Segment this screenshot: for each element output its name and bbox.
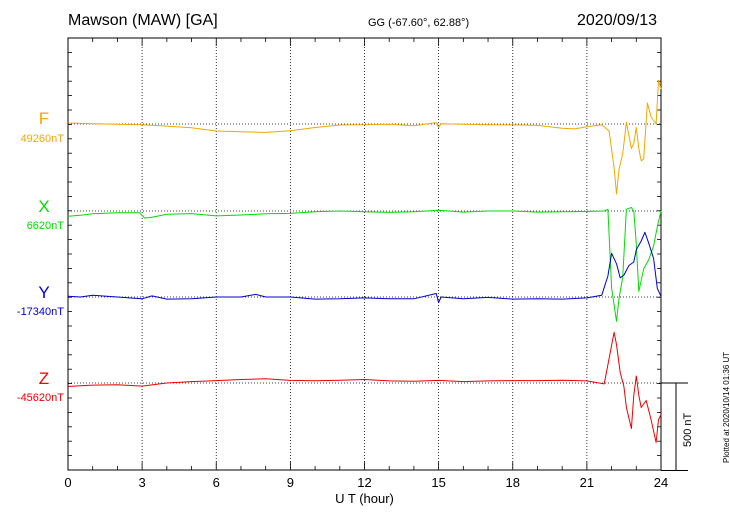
- baseline-label-z: -45620nT: [17, 392, 64, 404]
- series-labels: F 49260nT X 6620nT Y -17340nT Z -45620nT: [17, 109, 64, 404]
- series-name-y: Y: [38, 283, 49, 302]
- station-coordinates: GG (-67.60°, 62.88°): [368, 17, 470, 29]
- x-axis-label: U T (hour): [335, 491, 394, 506]
- series-name-x: X: [38, 197, 49, 216]
- x-tick-label: 0: [64, 475, 71, 490]
- x-tick-label: 18: [506, 475, 520, 490]
- x-tick-label: 21: [580, 475, 594, 490]
- chart-grid: [68, 38, 661, 470]
- x-tick-label: 6: [213, 475, 220, 490]
- x-tick-label: 3: [139, 475, 146, 490]
- x-tick-label: 12: [357, 475, 371, 490]
- series-line-f: [67, 79, 662, 195]
- series-group: [67, 79, 662, 443]
- series-line-x: [67, 207, 662, 322]
- baseline-label-y: -17340nT: [17, 306, 64, 318]
- x-axis: 0 3 6 9 12 15 18 21 24 U T (hour): [64, 38, 668, 506]
- baseline-label-f: 49260nT: [21, 133, 65, 145]
- series-name-f: F: [39, 109, 49, 128]
- x-tick-label: 15: [431, 475, 445, 490]
- series-line-z: [67, 331, 662, 443]
- x-tick-label: 9: [287, 475, 294, 490]
- baseline-label-x: 6620nT: [27, 220, 65, 232]
- scale-bar: [661, 382, 688, 471]
- chart-date: 2020/09/13: [577, 12, 658, 29]
- series-name-z: Z: [39, 369, 49, 388]
- series-line-y: [67, 231, 662, 304]
- station-title: Mawson (MAW) [GA]: [68, 12, 218, 29]
- x-tick-label: 24: [654, 475, 668, 490]
